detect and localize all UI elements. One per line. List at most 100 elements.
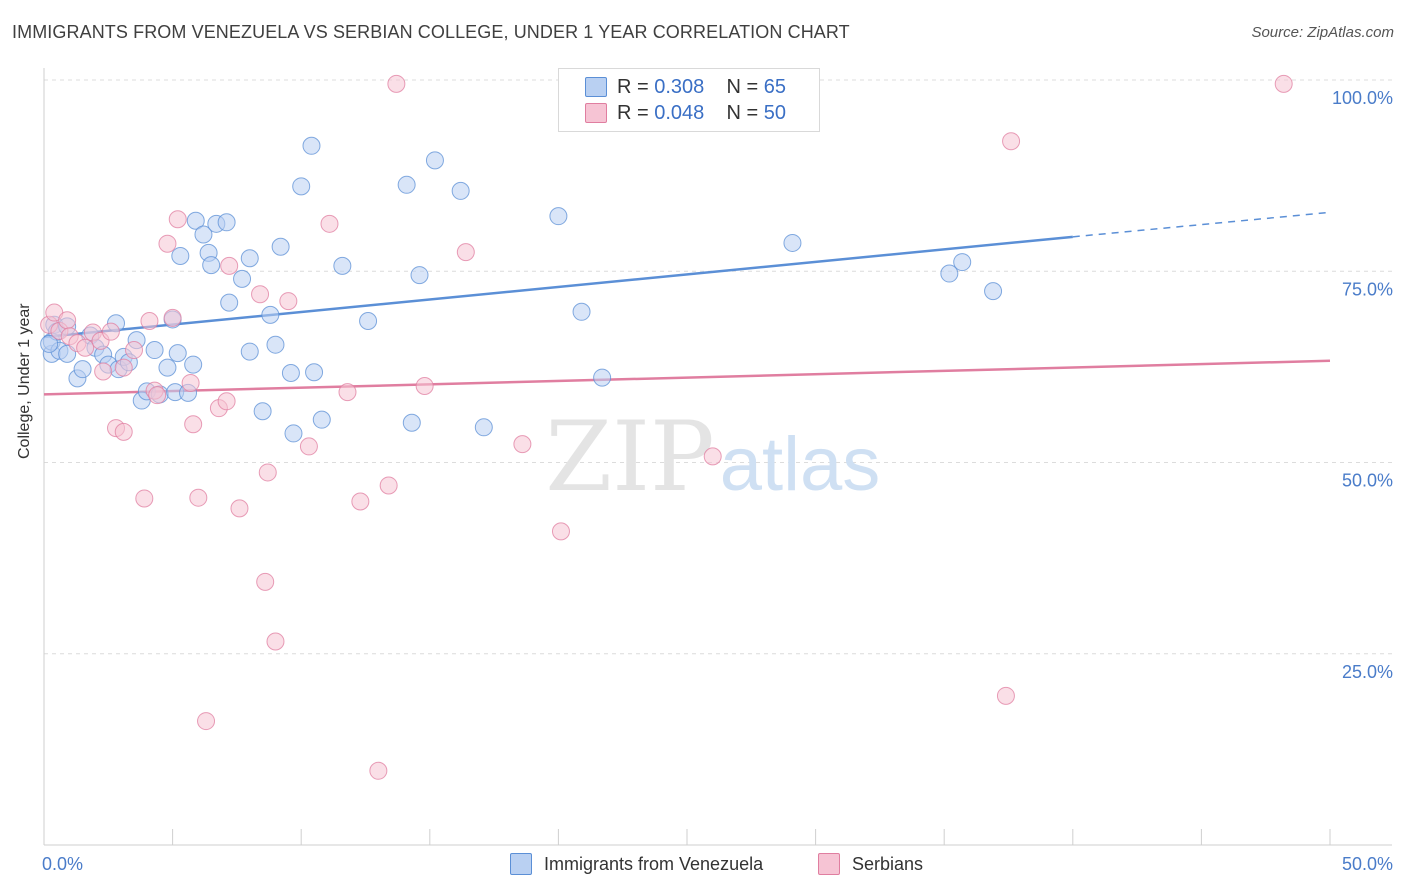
serbian-point bbox=[163, 308, 182, 327]
serbian-point bbox=[415, 377, 434, 395]
legend-n-value: 50 bbox=[763, 101, 787, 124]
venezuela-point bbox=[217, 213, 236, 232]
y-tick-label: 75.0% bbox=[1342, 279, 1393, 299]
legend-n-label: N = bbox=[726, 101, 759, 124]
bottom-legend-label-serbians: Serbians bbox=[852, 853, 924, 874]
venezuela-point bbox=[333, 256, 352, 275]
legend-r-label: R = bbox=[617, 101, 649, 124]
serbian-point bbox=[258, 463, 277, 482]
venezuela-point bbox=[168, 344, 187, 363]
serbian-point bbox=[140, 311, 159, 330]
legend-row-serbians: R = 0.048 N = 50 bbox=[585, 101, 786, 125]
axes bbox=[43, 68, 1392, 846]
serbian-point bbox=[181, 373, 200, 392]
venezuela-point bbox=[202, 256, 221, 275]
serbian-point bbox=[256, 572, 275, 591]
y-tick-label: 25.0% bbox=[1342, 662, 1393, 682]
tick-labels: 100.0% 75.0% 50.0% 25.0% 0.0% 50.0% bbox=[42, 88, 1393, 874]
venezuela-point bbox=[73, 360, 92, 379]
serbian-point bbox=[168, 210, 187, 229]
venezuela-point bbox=[271, 237, 290, 256]
serbian-point bbox=[220, 256, 239, 275]
venezuela-point bbox=[284, 424, 303, 443]
serbian-point bbox=[369, 761, 388, 780]
serbian-point bbox=[1002, 132, 1021, 151]
serbian-point bbox=[114, 422, 133, 441]
watermark-zip: ZIP bbox=[545, 401, 714, 513]
bottom-legend-swatch-serbians bbox=[818, 853, 840, 875]
trend-lines bbox=[43, 211, 1331, 396]
serbian-point bbox=[703, 447, 722, 466]
legend-row-venezuela: R = 0.308 N = 65 bbox=[585, 75, 786, 99]
venezuela-point bbox=[451, 181, 470, 200]
serbian-point bbox=[94, 362, 113, 381]
legend-swatch-venezuela bbox=[585, 77, 607, 97]
bottom-legend-swatch-venezuela bbox=[510, 853, 532, 875]
venezuela-point bbox=[240, 249, 259, 268]
legend-swatch-serbians bbox=[585, 103, 607, 123]
venezuela-point bbox=[593, 368, 612, 387]
serbian-point bbox=[230, 499, 249, 518]
venezuela-point bbox=[312, 410, 331, 429]
serbian-point bbox=[184, 415, 203, 434]
serbian-point bbox=[387, 74, 406, 93]
venezuela-point bbox=[359, 311, 378, 330]
venezuela-point bbox=[220, 293, 239, 312]
serbian-point bbox=[217, 392, 236, 411]
bottom-legend-venezuela: Immigrants from Venezuela bbox=[510, 852, 763, 876]
venezuela-point bbox=[240, 342, 259, 361]
venezuela-trend-line bbox=[43, 235, 1073, 339]
venezuela-point bbox=[186, 211, 205, 230]
serbian-point bbox=[135, 489, 154, 508]
serbian-point bbox=[513, 435, 532, 454]
data-points bbox=[40, 74, 1293, 780]
venezuela-point bbox=[572, 302, 591, 321]
venezuela-point bbox=[402, 413, 421, 432]
y-tick-label: 100.0% bbox=[1332, 88, 1393, 108]
serbian-trend-line bbox=[43, 359, 1331, 396]
venezuela-point bbox=[233, 269, 252, 288]
venezuela-point bbox=[158, 358, 177, 377]
venezuela-point bbox=[953, 253, 972, 272]
venezuela-point bbox=[261, 305, 280, 324]
venezuela-point bbox=[984, 282, 1003, 301]
venezuela-point bbox=[194, 225, 213, 244]
venezuela-point bbox=[940, 264, 959, 283]
watermark-atlas: atlas bbox=[720, 422, 881, 507]
serbian-point bbox=[148, 386, 167, 405]
venezuela-point bbox=[266, 335, 285, 354]
serbian-point bbox=[101, 322, 120, 341]
watermark: ZIP atlas bbox=[545, 401, 880, 513]
serbian-point bbox=[320, 214, 339, 233]
serbian-point bbox=[1274, 74, 1293, 93]
serbian-point bbox=[114, 358, 133, 377]
serbian-point bbox=[456, 243, 475, 262]
correlation-legend: R = 0.308 N = 65 R = 0.048 N = 50 bbox=[558, 68, 820, 132]
legend-r-value: 0.308 bbox=[654, 75, 705, 98]
venezuela-point bbox=[281, 363, 300, 382]
serbian-point bbox=[996, 686, 1015, 705]
serbian-point bbox=[279, 292, 298, 311]
venezuela-point bbox=[145, 341, 164, 360]
venezuela-point bbox=[305, 363, 324, 382]
venezuela-point bbox=[410, 266, 429, 285]
venezuela-point bbox=[184, 355, 203, 374]
serbian-point bbox=[351, 492, 370, 511]
venezuela-point bbox=[40, 334, 59, 353]
venezuela-point bbox=[783, 233, 802, 252]
legend-r-label: R = bbox=[617, 75, 649, 98]
legend-n-value: 65 bbox=[763, 75, 787, 98]
venezuela-point bbox=[292, 177, 311, 196]
grid-lines bbox=[44, 79, 1392, 655]
venezuela-point bbox=[474, 418, 493, 437]
venezuela-point bbox=[549, 207, 568, 226]
x-tick-label: 0.0% bbox=[42, 854, 83, 874]
x-tick-label: 50.0% bbox=[1342, 854, 1393, 874]
serbian-point bbox=[299, 437, 318, 456]
bottom-legend-label-venezuela: Immigrants from Venezuela bbox=[544, 853, 764, 874]
serbian-point bbox=[251, 285, 270, 304]
serbian-point bbox=[125, 341, 144, 360]
serbian-point bbox=[189, 488, 208, 507]
serbian-point bbox=[379, 476, 398, 495]
